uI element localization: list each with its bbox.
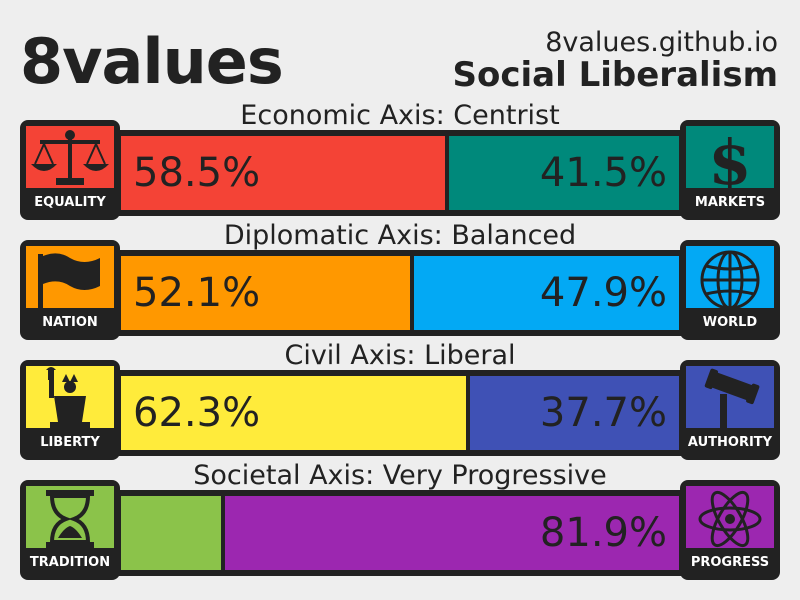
percent-label-progress: 81.9% [539,510,667,556]
percent-label-equality: 58.5% [133,150,261,196]
bar-segment-world: 47.9% [414,256,679,330]
world-badge: WORLD [680,240,780,340]
percent-label-markets: 41.5% [539,150,667,196]
tradition-badge: TRADITION [20,480,120,580]
dollar-icon: $ [708,126,751,192]
nation-badge: NATION [20,240,120,340]
axis-label: Diplomatic Axis: Balanced [223,220,577,251]
statue-of-liberty-icon [46,367,90,430]
percent-label-liberty: 62.3% [133,390,261,436]
percent-label-nation: 52.1% [133,270,261,316]
bar-segment-authority: 37.7% [470,376,679,450]
gavel-icon [704,368,760,430]
bar-segment-equality: 58.5% [121,136,445,210]
markets-badge: $ MARKETS [680,120,780,220]
site-url: 8values.github.io [545,27,778,58]
axis-label: Civil Axis: Liberal [284,340,516,371]
world-label: WORLD [702,315,758,330]
svg-text:$: $ [708,126,751,192]
bar-segment-nation: 52.1% [121,256,410,330]
bar-segment-tradition [121,496,221,570]
markets-label: MARKETS [694,195,766,210]
axis-bar: 81.9% [115,490,685,576]
liberty-label: LIBERTY [40,435,100,450]
percent-label-world: 47.9% [539,270,667,316]
world-icon-panel: WORLD [686,246,774,330]
equality-label: EQUALITY [34,195,106,210]
liberty-icon-panel: LIBERTY [26,366,114,450]
equality-icon-panel: EQUALITY [26,126,114,210]
bar-segment-liberty: 62.3% [121,376,466,450]
authority-icon-panel: AUTHORITY [686,366,774,450]
nation-icon-panel: NATION [26,246,114,330]
societal-axis: Societal Axis: Very Progressive 81.9% TR… [0,460,800,580]
progress-label: PROGRESS [690,555,770,570]
economic-axis: Economic Axis: Centrist 58.5% 41.5% EQUA… [0,100,800,220]
bar-segment-progress: 81.9% [225,496,679,570]
hourglass-icon [46,490,94,548]
axis-bar: 62.3% 37.7% [115,370,685,456]
app-title: 8values [20,25,284,98]
globe-icon [700,250,760,310]
axis-label: Economic Axis: Centrist [240,100,560,131]
progress-icon-panel: PROGRESS [686,486,774,570]
tradition-label: TRADITION [29,555,111,570]
authority-label: AUTHORITY [687,435,773,450]
axis-bar: 52.1% 47.9% [115,250,685,336]
atom-icon [698,490,762,548]
scales-icon [31,130,109,185]
civil-axis: Civil Axis: Liberal 62.3% 37.7% LIBERTY [0,340,800,460]
ideology-result: Social Liberalism [452,55,779,95]
tradition-icon-panel: TRADITION [26,486,114,570]
percent-label-authority: 37.7% [539,390,667,436]
nation-label: NATION [42,315,98,330]
flag-icon [38,253,100,310]
progress-badge: PROGRESS [680,480,780,580]
axis-bar: 58.5% 41.5% [115,130,685,216]
diplomatic-axis: Diplomatic Axis: Balanced 52.1% 47.9% NA… [0,220,800,340]
bar-segment-markets: 41.5% [449,136,679,210]
axis-label: Societal Axis: Very Progressive [193,460,607,491]
equality-badge: EQUALITY [20,120,120,220]
authority-badge: AUTHORITY [680,360,780,460]
markets-icon-panel: $ MARKETS [686,126,774,210]
liberty-badge: LIBERTY [20,360,120,460]
